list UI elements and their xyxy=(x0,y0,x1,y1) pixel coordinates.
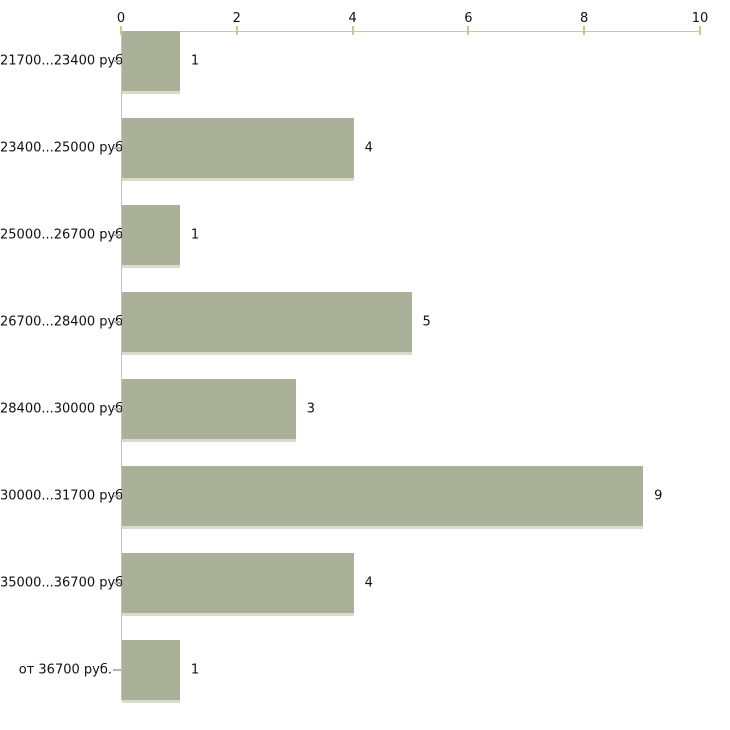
x-axis-tick xyxy=(467,26,470,35)
category-tick xyxy=(113,147,121,149)
category-tick xyxy=(113,408,121,410)
x-axis-tick xyxy=(120,26,122,35)
bar xyxy=(122,118,354,181)
bar xyxy=(122,466,644,529)
x-axis-tick-label: 2 xyxy=(232,11,241,26)
y-axis-line xyxy=(121,31,122,700)
category-label: 21700...23400 руб. xyxy=(0,53,128,69)
x-axis-tick-label: 10 xyxy=(691,11,709,26)
bar-value-label: 9 xyxy=(654,488,663,504)
x-axis-tick xyxy=(235,26,238,35)
category-tick xyxy=(113,60,121,62)
category-label: 28400...30000 руб. xyxy=(0,401,128,417)
x-axis-line xyxy=(121,31,700,32)
bar-value-label: 1 xyxy=(190,662,200,678)
category-tick xyxy=(113,321,121,323)
bar-value-label: 5 xyxy=(422,314,431,330)
category-tick xyxy=(113,669,121,671)
bar-value-label: 1 xyxy=(190,53,200,69)
x-axis-tick xyxy=(583,26,586,35)
x-axis-tick-label: 0 xyxy=(116,11,126,26)
bar-value-label: 1 xyxy=(190,227,200,243)
bar xyxy=(122,292,412,355)
category-tick xyxy=(113,234,121,236)
x-axis-tick-label: 8 xyxy=(580,11,589,26)
category-label: 25000...26700 руб. xyxy=(0,227,128,243)
category-label: от 36700 руб. xyxy=(18,662,112,678)
bar xyxy=(122,205,180,268)
bar xyxy=(122,379,296,442)
category-label: 35000...36700 руб. xyxy=(0,575,128,591)
bar-value-label: 4 xyxy=(364,140,373,156)
bar xyxy=(122,553,354,616)
category-label: 30000...31700 руб. xyxy=(0,488,128,504)
category-tick xyxy=(113,495,121,497)
x-axis-tick-label: 6 xyxy=(464,11,473,26)
bar-value-label: 4 xyxy=(364,575,373,591)
category-label: 23400...25000 руб. xyxy=(0,140,128,156)
x-axis-tick xyxy=(699,26,701,35)
category-label: 26700...28400 руб. xyxy=(0,314,128,330)
x-axis-tick-label: 4 xyxy=(348,11,357,26)
bar-value-label: 3 xyxy=(306,401,315,417)
bar xyxy=(122,31,180,94)
x-axis-tick xyxy=(351,26,354,35)
bar xyxy=(122,640,180,703)
category-tick xyxy=(113,582,121,584)
